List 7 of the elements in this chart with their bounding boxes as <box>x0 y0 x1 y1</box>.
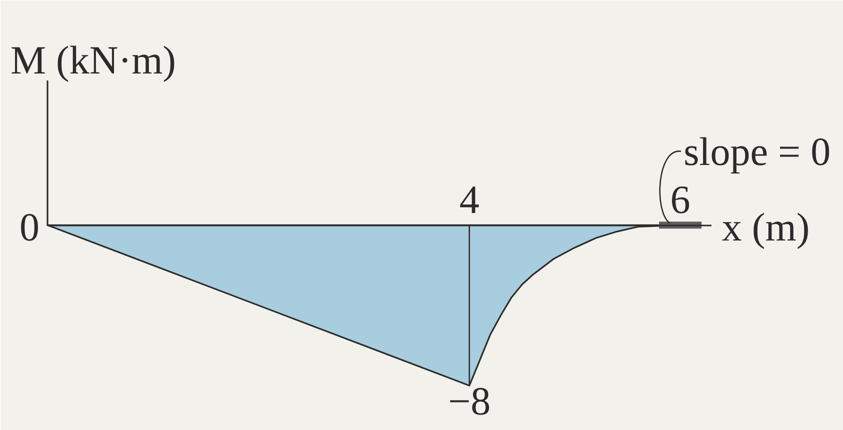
x-tick-label: 6 <box>670 177 690 222</box>
annotation: −8 <box>448 378 491 424</box>
y-axis-title: M (kN·m) <box>10 38 176 83</box>
annotation: slope = 0 <box>684 128 831 174</box>
annotation: 0 <box>19 204 40 250</box>
x-tick-label: 4 <box>459 177 480 222</box>
x-axis-title: x (m) <box>722 204 810 250</box>
